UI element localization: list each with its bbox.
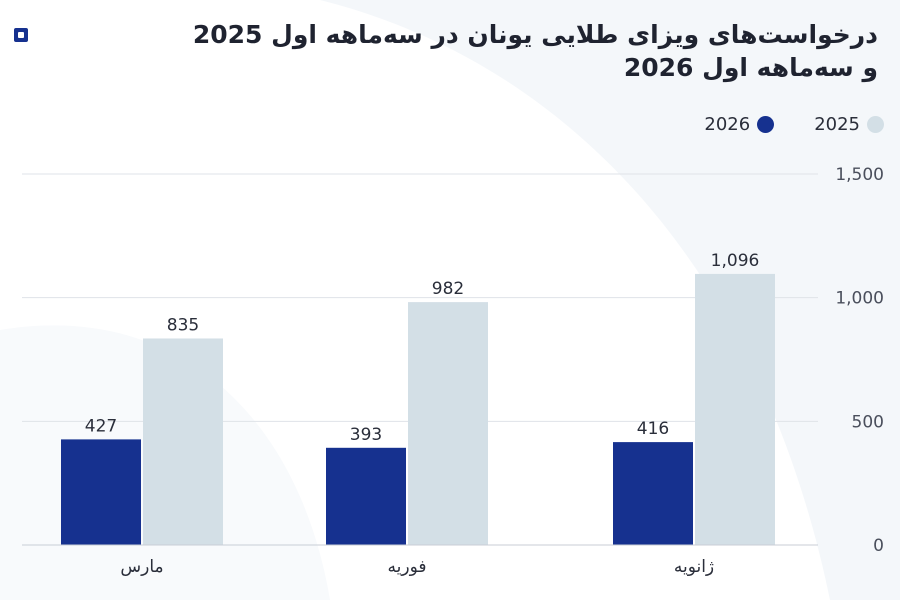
y-tick-label: 1,500 xyxy=(835,165,884,185)
data-label-2026: 416 xyxy=(637,419,669,439)
brand-logo-icon xyxy=(14,28,28,42)
legend-item-2026: 2026 xyxy=(704,113,775,135)
legend-swatch-2026 xyxy=(757,115,775,133)
legend-label-2025: 2025 xyxy=(814,113,860,135)
legend-swatch-2025 xyxy=(867,115,884,133)
chart-title: درخواست‌های ویزای طلایی یونان در سه‌ماهه… xyxy=(192,20,878,82)
chart-legend: 2025 2026 xyxy=(704,112,884,136)
data-label-2026: 427 xyxy=(85,416,117,436)
data-label-2025: 1,096 xyxy=(711,251,760,271)
data-label-2025: 835 xyxy=(167,315,199,335)
x-tick-label: مارس xyxy=(120,557,163,577)
legend-label-2026: 2026 xyxy=(704,113,751,135)
x-tick-label: فوریه xyxy=(388,557,427,577)
y-tick-label: 1,000 xyxy=(835,289,884,309)
bar-2026 xyxy=(613,442,693,545)
x-tick-label: ژانویه xyxy=(674,557,714,577)
bar-2026 xyxy=(61,439,141,545)
bar-2025 xyxy=(408,302,488,545)
y-tick-label: 500 xyxy=(852,412,884,432)
bar-2025 xyxy=(143,338,223,545)
data-label-2026: 393 xyxy=(350,425,382,445)
bar-2026 xyxy=(326,447,406,545)
bar-2025 xyxy=(695,273,775,545)
y-tick-label: 0 xyxy=(873,536,884,556)
legend-item-2025: 2025 xyxy=(814,114,884,135)
data-label-2025: 982 xyxy=(432,279,464,299)
